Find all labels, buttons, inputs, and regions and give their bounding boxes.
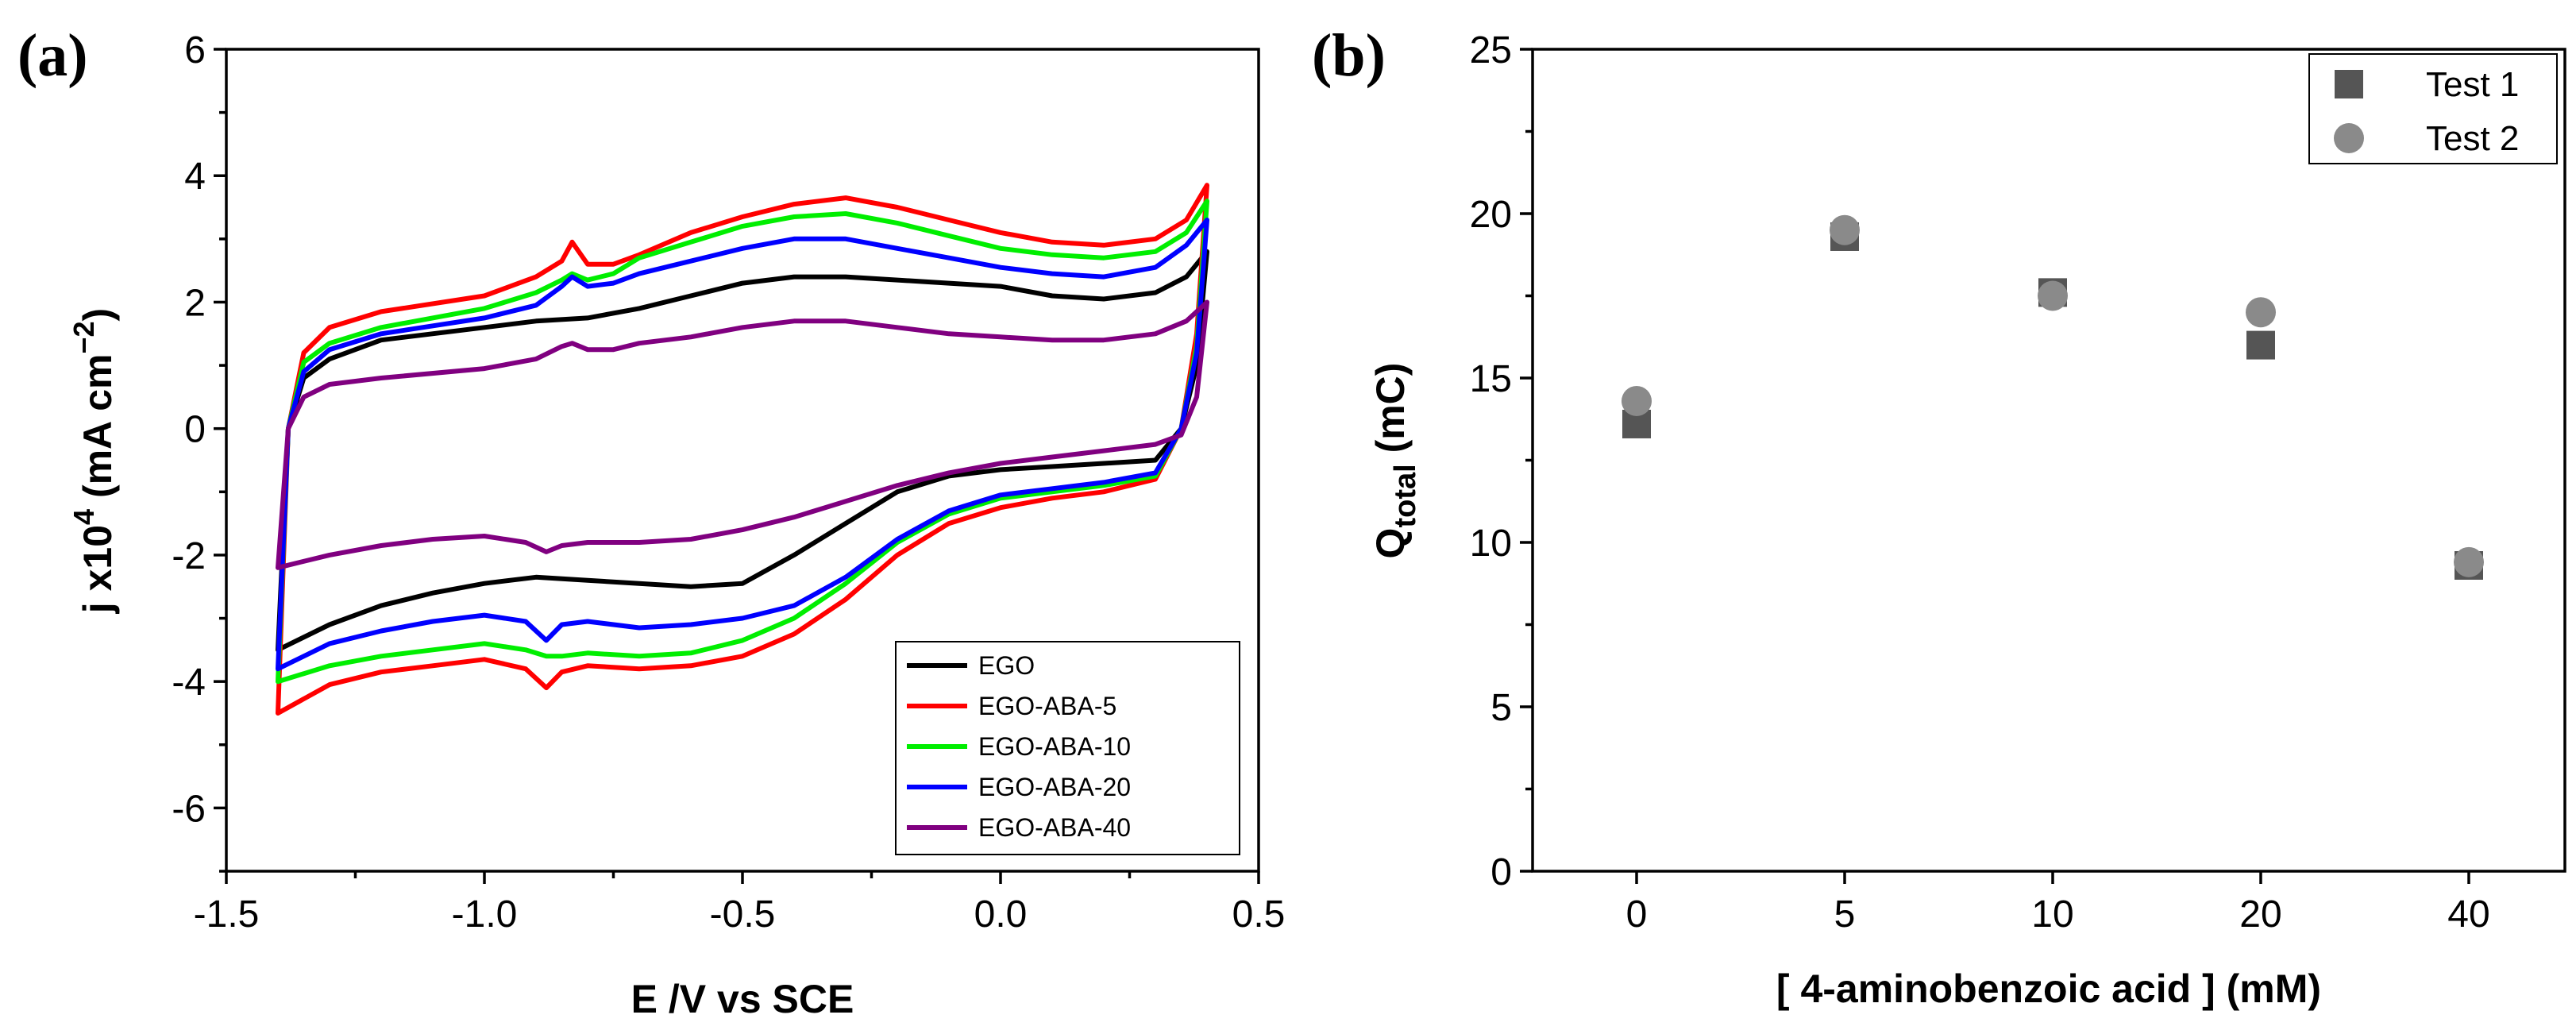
y-title-main: Q [1368, 528, 1413, 559]
legend-label-ego-aba-20: EGO-ABA-20 [978, 773, 1131, 801]
x-tick-label: 0 [1626, 893, 1648, 936]
legend-marker-test-2 [2334, 123, 2364, 153]
y-tick-label: 4 [184, 156, 206, 198]
panel-a-y-axis: -6 -4 -2 0 2 4 6 [172, 29, 226, 873]
y-title-unit-exponent: −2 [67, 321, 100, 353]
panel-b-label: (b) [1312, 22, 1386, 89]
y-tick-label: 2 [184, 282, 206, 324]
legend-marker-test-1 [2335, 70, 2363, 98]
point-test-2 [1622, 385, 1652, 416]
cv-curve-ego-aba-40 [276, 299, 1209, 570]
point-test-2 [2246, 297, 2276, 328]
point-test-1 [2246, 330, 2275, 360]
legend-label-ego-aba-40: EGO-ABA-40 [978, 813, 1131, 842]
panel-b-x-axis: 0 5 10 20 40 [1626, 871, 2490, 936]
panel-a-x-axis: -1.5 -1.0 -0.5 0.0 0.5 [194, 871, 1286, 936]
cv-curve-ego-aba-5 [276, 183, 1209, 716]
legend-label-test-1: Test 1 [2426, 65, 2519, 104]
y-title-unit: (mA cm [75, 354, 120, 509]
cv-curve-ego-aba-20 [276, 218, 1209, 672]
y-tick-label: -4 [172, 662, 206, 704]
panel-b-y-axis-title: Qtotal (mC) [1368, 363, 1422, 559]
panel-b-scatter-plot: (b) 0 5 10 20 40 0 5 10 15 20 25 [ 4-aminobenzoic… [1312, 22, 2566, 1011]
y-title-subscript: total [1389, 464, 1422, 527]
legend-label-ego-aba-5: EGO-ABA-5 [978, 692, 1116, 720]
legend-label-ego-aba-10: EGO-ABA-10 [978, 732, 1131, 761]
scatter-points [1622, 214, 2484, 580]
panel-a-legend: EGO EGO-ABA-5 EGO-ABA-10 EGO-ABA-20 EGO-ABA-… [895, 641, 1240, 855]
x-tick-label: 5 [1834, 893, 1856, 936]
y-tick-label: 6 [184, 29, 206, 71]
x-tick-label: 0.5 [1232, 893, 1286, 936]
y-tick-label: -2 [172, 535, 206, 577]
y-tick-label: 25 [1470, 29, 1512, 71]
y-title-unit: (mC) [1368, 363, 1413, 465]
panel-a-y-axis-title: j x104 (mA cm−2) [67, 308, 120, 614]
point-test-2 [2038, 280, 2068, 311]
panel-b-x-axis-title: [ 4-aminobenzoic acid ] (mM) [1776, 966, 2321, 1011]
y-tick-label: 20 [1470, 194, 1512, 236]
x-tick-label: -1.0 [452, 893, 518, 936]
panel-b-frame [1531, 48, 2566, 873]
point-test-2 [2454, 546, 2484, 577]
x-tick-label: 20 [2239, 893, 2281, 936]
panel-b-y-axis: 0 5 10 15 20 25 [1470, 29, 1533, 893]
panel-b-legend: Test 1 Test 2 [2308, 53, 2558, 164]
y-tick-label: 15 [1470, 358, 1512, 400]
x-tick-label: -1.5 [194, 893, 260, 936]
legend-label-test-2: Test 2 [2426, 119, 2519, 158]
panel-a-cv-plot: (a) -1.5 -1.0 -0.5 0.0 0.5 -6 -4 -2 0 2 4 6 E /V v… [17, 22, 1285, 1021]
x-tick-label: 40 [2447, 893, 2489, 936]
cv-curve-ego [276, 249, 1209, 653]
y-tick-label: 10 [1470, 523, 1512, 565]
y-tick-label: 0 [184, 409, 206, 451]
y-tick-label: -6 [172, 788, 206, 830]
cv-curves [276, 183, 1209, 716]
legend-label-ego: EGO [978, 651, 1035, 680]
y-tick-label: 0 [1490, 851, 1512, 893]
y-title-exponent: 4 [67, 509, 100, 525]
point-test-2 [1830, 214, 1860, 245]
y-tick-label: 5 [1490, 687, 1512, 729]
y-title-main: j x10 [75, 525, 120, 614]
x-tick-label: 0.0 [974, 893, 1028, 936]
panel-a-x-axis-title: E /V vs SCE [631, 977, 854, 1021]
panel-a-label: (a) [17, 22, 88, 89]
x-tick-label: 10 [2031, 893, 2073, 936]
x-tick-label: -0.5 [710, 893, 776, 936]
cv-curve-ego-aba-10 [276, 199, 1209, 685]
y-title-close: ) [75, 308, 120, 322]
